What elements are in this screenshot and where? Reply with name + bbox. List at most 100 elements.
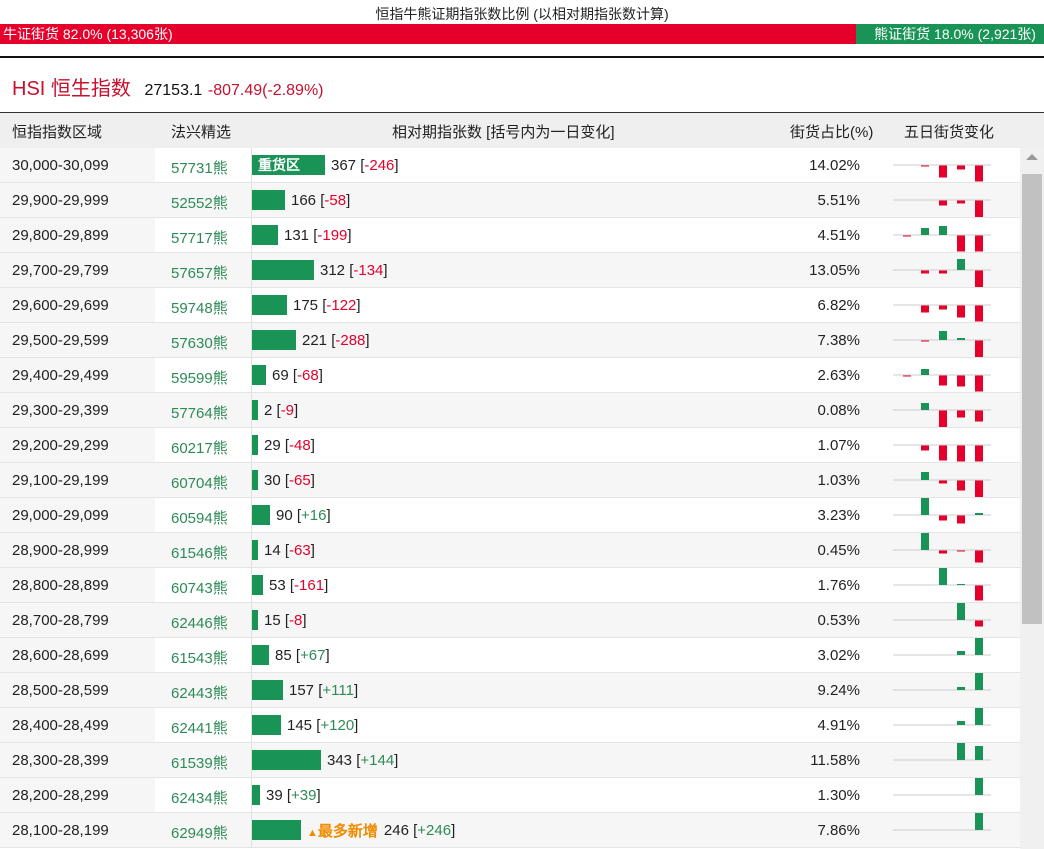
- five-day-bar: [975, 746, 983, 760]
- pick-link[interactable]: 62446熊: [155, 603, 252, 637]
- scrollbar[interactable]: [1020, 148, 1044, 849]
- pick-link[interactable]: 57764熊: [155, 393, 252, 427]
- contracts-count: 145: [287, 716, 313, 734]
- contracts-bar: [252, 225, 278, 245]
- bull-share: 牛证街货 82.0% (13,306张): [0, 24, 857, 44]
- pick-link[interactable]: 59748熊: [155, 288, 252, 322]
- contracts-change: -288: [335, 331, 366, 349]
- pick-link[interactable]: 62441熊: [155, 708, 252, 742]
- five-day-bar: [921, 228, 929, 235]
- five-day-bar: [921, 498, 929, 515]
- index-quote: HSI 恒生指数 27153.1 -807.49(-2.89%): [12, 72, 324, 101]
- pick-link[interactable]: 59599熊: [155, 358, 252, 392]
- range-cell: 28,700-28,799: [0, 603, 155, 637]
- pick-link[interactable]: 60743熊: [155, 568, 252, 602]
- five-day-bar: [975, 638, 983, 655]
- five-day-chart: [893, 813, 991, 831]
- five-day-chart: [893, 304, 991, 322]
- five-day-bar: [939, 568, 947, 585]
- contracts-change: -8: [289, 611, 303, 629]
- share-cell: 4.51%: [817, 227, 860, 244]
- contracts-change: +39: [291, 786, 317, 804]
- table-row: 28,700-28,799 62446熊 15 [-8] 0.53%: [0, 603, 1020, 638]
- pick-link[interactable]: 62434熊: [155, 778, 252, 812]
- share-cell: 0.45%: [817, 542, 860, 559]
- scroll-up-icon[interactable]: [1026, 154, 1038, 160]
- five-day-bar: [975, 375, 983, 392]
- pick-link[interactable]: 57731熊: [155, 148, 252, 182]
- five-day-bar: [957, 687, 965, 690]
- five-day-chart: [893, 444, 991, 462]
- range-cell: 28,600-28,699: [0, 638, 155, 672]
- contracts-bar: [252, 820, 301, 840]
- five-day-bar: [975, 270, 983, 287]
- five-day-chart: [893, 331, 991, 357]
- header-five-day: 五日街货变化: [904, 124, 995, 141]
- range-cell: 29,400-29,499: [0, 358, 155, 392]
- contracts-bar: [252, 330, 296, 350]
- range-cell: 28,100-28,199: [0, 813, 155, 847]
- contracts-bar: [252, 645, 269, 665]
- contracts-bar: [252, 295, 287, 315]
- five-day-bar: [975, 445, 983, 462]
- pick-link[interactable]: 61546熊: [155, 533, 252, 567]
- pick-link[interactable]: 57717熊: [155, 218, 252, 252]
- five-day-bar: [921, 305, 929, 313]
- five-day-bar: [975, 585, 983, 601]
- five-day-bar: [903, 375, 911, 377]
- pick-link[interactable]: 60594熊: [155, 498, 252, 532]
- header-pick: 法兴精选: [171, 124, 232, 141]
- contracts-count: 29: [264, 436, 281, 454]
- contracts-bar: [252, 610, 258, 630]
- five-day-bar: [975, 550, 983, 563]
- pick-link[interactable]: 62949熊: [155, 813, 252, 847]
- bull-bear-ratio-bar: 牛证街货 82.0% (13,306张) 熊证街货 18.0% (2,921张): [0, 24, 1044, 44]
- five-day-chart: [893, 778, 991, 796]
- five-day-bar: [975, 165, 983, 182]
- five-day-bar: [957, 584, 965, 585]
- contracts-change: -68: [297, 366, 319, 384]
- share-cell: 1.03%: [817, 472, 860, 489]
- contracts-change: +111: [322, 681, 354, 699]
- range-cell: 28,300-28,399: [0, 743, 155, 777]
- share-cell: 5.51%: [817, 192, 860, 209]
- contracts-change: +67: [300, 646, 326, 664]
- table-row: 29,500-29,599 57630熊 221 [-288] 7.38%: [0, 323, 1020, 358]
- pick-link[interactable]: 61543熊: [155, 638, 252, 672]
- contracts-cell: 312 [-134]: [252, 253, 388, 287]
- pick-link[interactable]: 62443熊: [155, 673, 252, 707]
- contracts-cell: 39 [+39]: [252, 778, 321, 812]
- contracts-cell: 343 [+144]: [252, 743, 398, 777]
- contracts-cell: 2 [-9]: [252, 393, 298, 427]
- five-day-bar: [921, 270, 929, 274]
- table-row: 29,700-29,799 57657熊 312 [-134] 13.05%: [0, 253, 1020, 288]
- page-title: 恒指牛熊证期指张数比例 (以相对期指张数计算): [375, 6, 669, 22]
- contracts-bar: [252, 470, 258, 490]
- contracts-count: 343: [327, 751, 353, 769]
- pick-link[interactable]: 61539熊: [155, 743, 252, 777]
- scrollbar-thumb[interactable]: [1022, 174, 1042, 624]
- pick-link[interactable]: 57657熊: [155, 253, 252, 287]
- heavy-label: 重货区: [258, 157, 300, 173]
- pick-link[interactable]: 60217熊: [155, 428, 252, 462]
- five-day-bar: [921, 533, 929, 550]
- pick-link[interactable]: 52552熊: [155, 183, 252, 217]
- five-day-bar: [957, 721, 965, 725]
- most-new-label: 最多新增: [317, 822, 378, 840]
- contracts-count: 85: [275, 646, 292, 664]
- five-day-chart: [893, 259, 991, 287]
- header-share: 街货占比(%): [790, 124, 874, 141]
- contracts-bar: [252, 365, 266, 385]
- table-row: 29,900-29,999 52552熊 166 [-58] 5.51%: [0, 183, 1020, 218]
- most-new-badge: ▲最多新增: [307, 820, 378, 841]
- pick-link[interactable]: 57630熊: [155, 323, 252, 357]
- contracts-bar: [252, 575, 263, 595]
- five-day-bar: [957, 259, 965, 270]
- pick-link[interactable]: 60704熊: [155, 463, 252, 497]
- table-row: 29,200-29,299 60217熊 29 [-48] 1.07%: [0, 428, 1020, 463]
- contracts-cell: 131 [-199]: [252, 218, 352, 252]
- contracts-cell: 53 [-161]: [252, 568, 328, 602]
- contracts-cell: 85 [+67]: [252, 638, 330, 672]
- table-row: 28,800-28,899 60743熊 53 [-161] 1.76%: [0, 568, 1020, 603]
- contracts-bar: [252, 715, 281, 735]
